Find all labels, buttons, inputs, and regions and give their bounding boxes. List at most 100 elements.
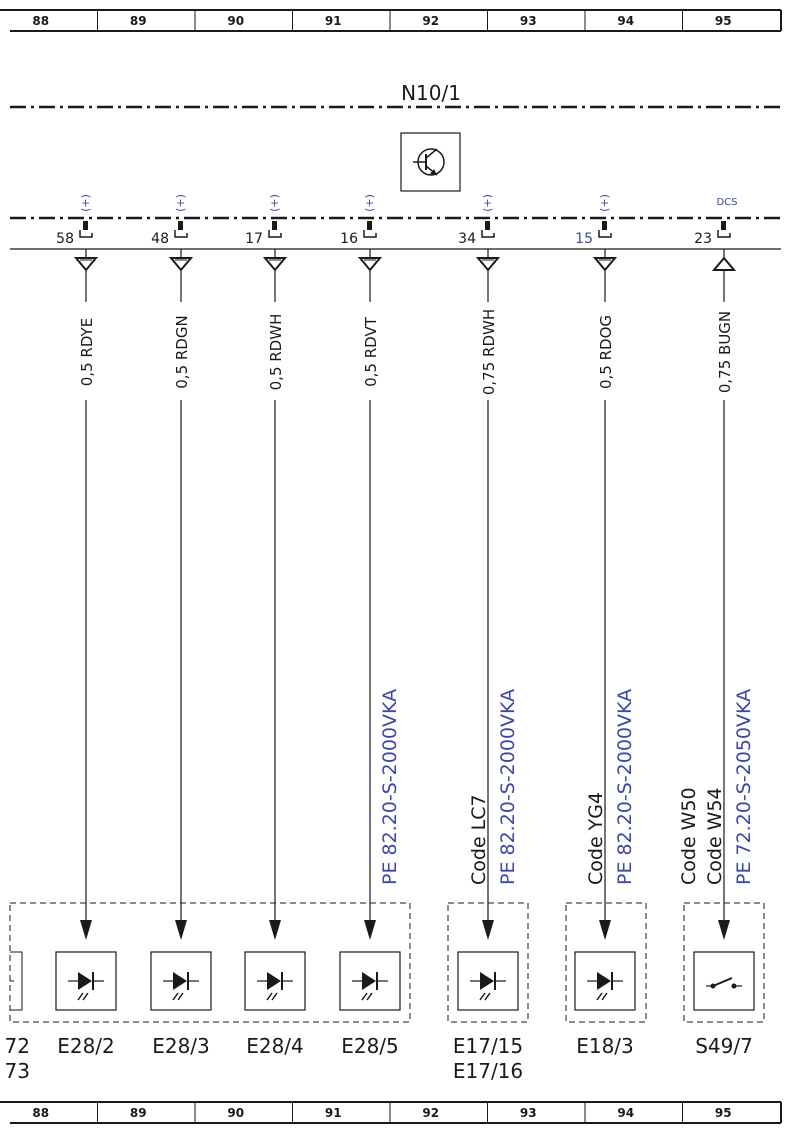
pin-contact: [83, 221, 88, 230]
led-icon: [68, 972, 104, 1001]
wire-label: 0,75 RDWH: [480, 309, 498, 395]
icon-frame: [400, 132, 461, 192]
icon-arrow: [430, 169, 437, 175]
led-triangle: [480, 972, 494, 990]
led-ray: [484, 992, 491, 1001]
ruler-cell-label: 95: [715, 1106, 732, 1120]
pin-bracket: [268, 230, 282, 238]
pin-marker: (+): [481, 194, 494, 212]
pin-number: 23: [694, 231, 712, 247]
ruler-cell-label: 92: [422, 1106, 439, 1120]
pin-15: (+) 15 0,5 RDOG: [575, 194, 618, 940]
led-icon: [163, 972, 199, 1001]
component-frame: [693, 951, 755, 1011]
ruler-cell-label: 91: [325, 14, 342, 28]
pin-marker: (+): [363, 194, 376, 212]
wire-arrowhead: [80, 920, 92, 940]
pin-bracket: [598, 230, 612, 238]
ruler-cell-label: 94: [617, 14, 634, 28]
annotation: PE 72.20-S-2050VKA Code W50 Code W54: [678, 689, 755, 885]
wire-arrowhead: [269, 920, 281, 940]
led-triangle: [597, 972, 611, 990]
led-icon: [587, 972, 623, 1001]
wire-arrowhead: [482, 920, 494, 940]
component: S49/7: [693, 951, 755, 1058]
led-triangle: [78, 972, 92, 990]
wire-label: 0,5 RDYE: [78, 318, 96, 386]
component-groups: [9, 902, 765, 1023]
group-box: [565, 902, 647, 1023]
switch-blade: [712, 977, 733, 987]
ruler-cell-label: 89: [130, 14, 147, 28]
pin-contact: [602, 221, 607, 230]
pin-48: (+) 48 0,5 RDGN: [151, 194, 194, 940]
pin-contact: [367, 221, 372, 230]
ruler-cell-label: 94: [617, 1106, 634, 1120]
pin-number: 17: [245, 231, 263, 247]
pin-58: (+) 58 0,5 RDYE: [56, 194, 99, 940]
wire-arrowhead: [718, 920, 730, 940]
pin-bracket: [363, 230, 377, 238]
component: E28/2: [55, 951, 117, 1058]
component-label: 72: [5, 1034, 30, 1058]
component-label: E28/5: [341, 1034, 399, 1058]
group-box: [9, 902, 411, 1023]
component: E28/3: [150, 951, 212, 1058]
led-ray: [177, 992, 184, 1001]
ruler-bottom: 88 89 90 91 92 93 94 95: [0, 1101, 782, 1124]
pin-marker: (+): [598, 194, 611, 212]
component: E28/4: [244, 951, 306, 1058]
led-ray: [361, 992, 368, 1001]
ruler-top: 88 89 90 91 92 93 94 95: [0, 9, 782, 32]
led-icon: [352, 972, 388, 1001]
wire-arrowhead: [364, 920, 376, 940]
component-label: E17/15: [453, 1034, 523, 1058]
ruler-cell-label: 95: [715, 14, 732, 28]
wire-label: 0,5 RDOG: [597, 315, 615, 389]
pin-bracket: [481, 230, 495, 238]
annotation: PE 82.20-S-2000VKA: [379, 689, 401, 885]
wire-arrowhead: [599, 920, 611, 940]
component: E28/5: [339, 951, 401, 1058]
wire-arrowhead: [175, 920, 187, 940]
ruler-cell-label: 92: [422, 14, 439, 28]
annotations: PE 82.20-S-2000VKA PE 82.20-S-2000VKA Code…: [379, 689, 755, 885]
wire-label: 0,5 RDVT: [362, 316, 380, 387]
wire-label: 0,75 BUGN: [716, 311, 734, 393]
code-label: Code LC7: [468, 794, 490, 885]
component-label: E18/3: [576, 1034, 634, 1058]
pin-number: 58: [56, 231, 74, 247]
led-ray: [601, 992, 608, 1001]
led-ray: [77, 992, 84, 1001]
wire-label: 0,5 RDGN: [173, 315, 191, 388]
module-n10-1: N10/1: [10, 81, 781, 220]
pin-17: (+) 17 0,5 RDWH: [245, 194, 288, 940]
component-label: E17/16: [453, 1059, 523, 1083]
pe-reference: PE 82.20-S-2000VKA: [379, 689, 401, 885]
pin-marker: DCS: [716, 197, 737, 208]
pe-reference: PE 72.20-S-2050VKA: [733, 689, 755, 885]
pin-contact: [272, 221, 277, 230]
switch-contact: [731, 983, 737, 989]
group-box: [447, 902, 529, 1023]
pin-23: DCS 23 0,75 BUGN: [694, 197, 738, 940]
led-ray: [366, 992, 373, 1001]
icon-collector: [425, 148, 438, 159]
code-label: Code YG4: [585, 792, 607, 885]
pin-bracket: [174, 230, 188, 238]
pin-bracket: [717, 230, 731, 238]
ruler-cell-label: 88: [32, 14, 49, 28]
led-triangle: [267, 972, 281, 990]
led-icon: [257, 972, 293, 1001]
pins: (+) 58 0,5 RDYE (+)480,5 RDGN (+) 17 0,5 RDWH (…: [56, 194, 738, 940]
ruler-cell-label: 89: [130, 1106, 147, 1120]
switch-icon: [706, 977, 742, 989]
led-triangle: [173, 972, 187, 990]
led-ray: [596, 992, 603, 1001]
pe-reference: PE 82.20-S-2000VKA: [614, 689, 636, 885]
wire-label: 0,5 RDWH: [267, 314, 285, 391]
